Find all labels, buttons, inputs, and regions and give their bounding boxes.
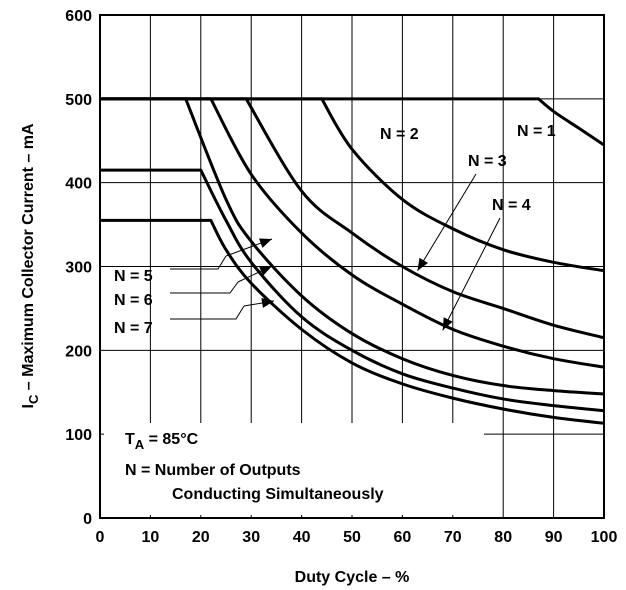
annotation-background — [104, 423, 484, 515]
y-tick-label: 400 — [65, 176, 92, 193]
x-tick-label: 80 — [494, 529, 512, 546]
curve-labels: N = 1 N = 2 N = 3 N = 4 N = 5 N = 6 N = 7 — [114, 123, 556, 337]
outputs-annotation-line1: N = Number of Outputs — [125, 462, 301, 479]
temperature-subscript: A — [135, 437, 145, 452]
y-axis-title: IC – Maximum Collector Current – mA — [20, 123, 41, 408]
n6-arrowhead — [259, 266, 272, 276]
label-n5: N = 5 — [114, 268, 153, 285]
x-tick-label: 60 — [394, 529, 412, 546]
label-n2: N = 2 — [380, 126, 419, 143]
series-line-n6 — [100, 168, 605, 413]
x-tick-label: 90 — [545, 529, 563, 546]
x-tick-label: 0 — [96, 529, 105, 546]
series-line-n4 — [100, 97, 605, 369]
y-axis-title-subscript: C — [26, 394, 41, 404]
n6-leader — [170, 281, 239, 294]
y-tick-label: 200 — [65, 343, 92, 360]
n4-leader — [442, 217, 501, 331]
y-axis-title-main: I — [20, 404, 37, 408]
temperature-annotation: TA = 85°C — [125, 431, 199, 452]
x-tick-label: 40 — [293, 529, 311, 546]
y-tick-label: 500 — [65, 92, 92, 109]
tick-labels: 0 10 20 30 40 50 60 70 80 90 100 0 100 200 300 400 500 60… — [65, 8, 617, 546]
series-line-n3 — [100, 97, 605, 340]
series-curves — [100, 97, 605, 425]
x-tick-label: 70 — [444, 529, 462, 546]
label-n3: N = 3 — [468, 153, 507, 170]
x-tick-label: 30 — [242, 529, 260, 546]
y-tick-label: 100 — [65, 427, 92, 444]
series-line-n2 — [100, 97, 605, 273]
label-n4: N = 4 — [492, 197, 531, 214]
n5-leader — [170, 255, 227, 270]
outputs-annotation-line2: Conducting Simultaneously — [172, 486, 384, 503]
y-axis-title-rest: – Maximum Collector Current – mA — [20, 123, 37, 395]
temperature-main: T — [125, 431, 135, 448]
y-tick-label: 600 — [65, 8, 92, 25]
label-n6: N = 6 — [114, 292, 153, 309]
plot-frame — [99, 14, 605, 519]
label-n7: N = 7 — [114, 320, 153, 337]
n3-arrowhead — [417, 257, 429, 271]
n4-arrowhead — [442, 317, 453, 331]
temperature-rest: = 85°C — [144, 431, 198, 448]
x-tick-label: 10 — [142, 529, 160, 546]
x-tick-label: 20 — [192, 529, 210, 546]
label-n1: N = 1 — [517, 123, 556, 140]
series-line-n7 — [100, 218, 605, 425]
x-tick-label: 50 — [343, 529, 361, 546]
n7-leader — [170, 305, 245, 320]
n7-arrowhead — [261, 298, 274, 308]
n5-arrowhead — [259, 238, 272, 248]
series-line-n1 — [100, 97, 605, 147]
x-axis-title: Duty Cycle – % — [295, 569, 410, 586]
series-line-n5 — [100, 97, 605, 396]
x-tick-label: 100 — [591, 529, 618, 546]
y-tick-label: 300 — [65, 260, 92, 277]
y-tick-label: 0 — [83, 511, 92, 528]
n3-leader — [417, 173, 477, 271]
